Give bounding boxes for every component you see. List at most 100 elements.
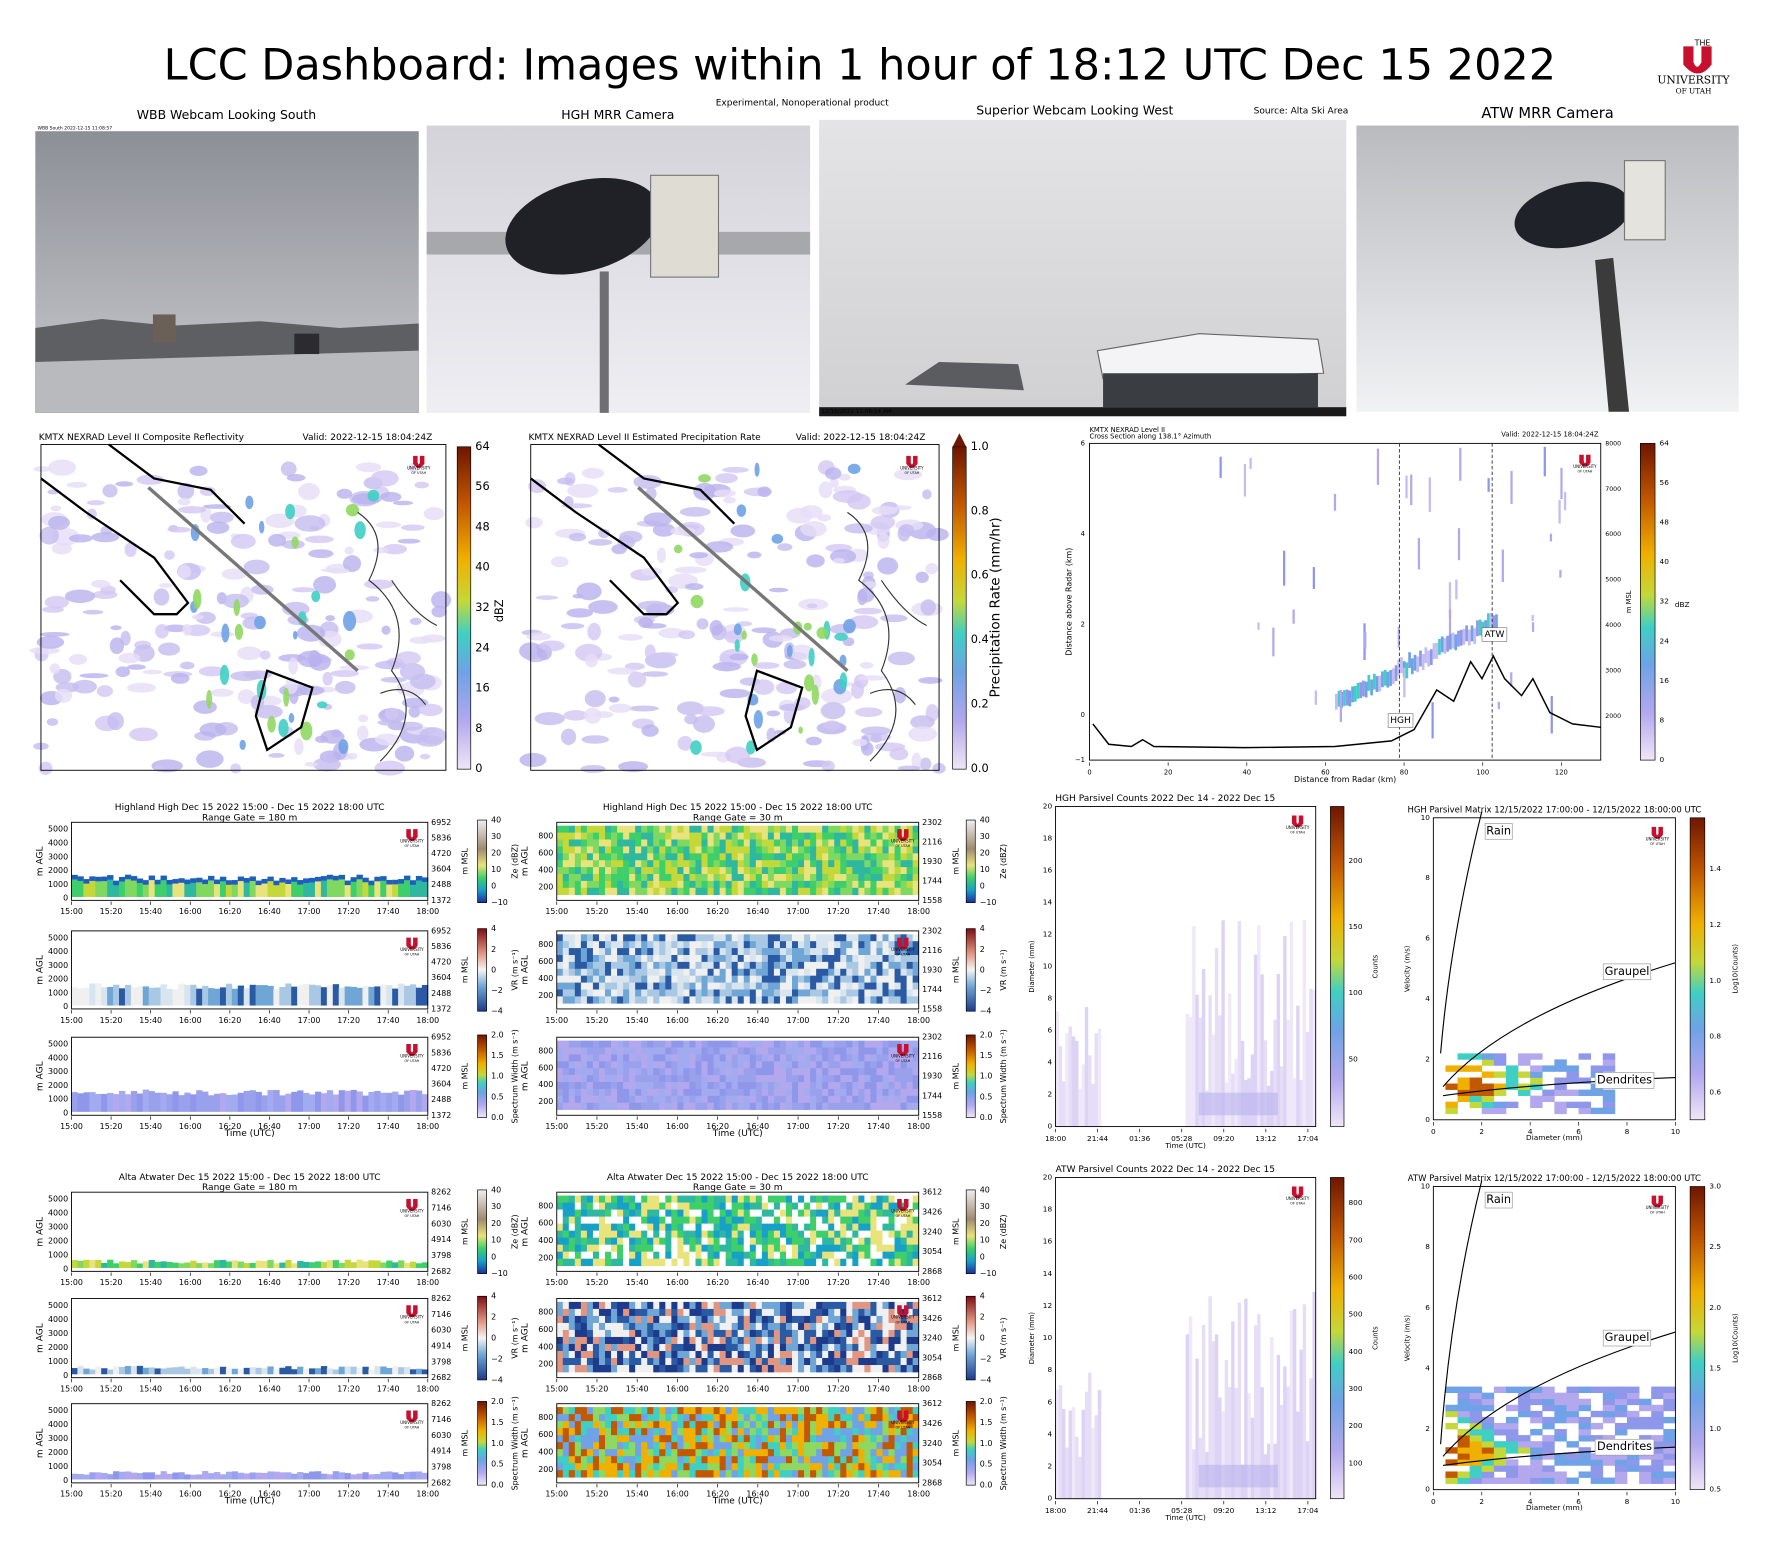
echo xyxy=(695,1308,702,1317)
echo xyxy=(179,661,195,670)
echo xyxy=(846,1350,853,1359)
echo xyxy=(870,996,877,1004)
echo xyxy=(605,1435,612,1443)
echo xyxy=(755,1442,763,1450)
echo xyxy=(894,961,901,970)
echo xyxy=(568,1365,576,1373)
echo xyxy=(586,996,594,1004)
echo xyxy=(779,1068,787,1076)
echo xyxy=(852,1082,859,1090)
echo xyxy=(912,1040,920,1048)
echo xyxy=(743,1449,751,1457)
echo xyxy=(635,1463,642,1471)
echo xyxy=(864,1209,871,1217)
echo xyxy=(184,984,191,1006)
echo xyxy=(695,1350,702,1359)
echo xyxy=(273,989,280,1006)
echo xyxy=(737,1421,745,1429)
echo xyxy=(350,1089,357,1112)
echo xyxy=(725,1075,733,1083)
echo xyxy=(629,874,636,882)
echo xyxy=(409,1261,417,1268)
echo xyxy=(900,1315,907,1324)
echo xyxy=(804,1237,811,1246)
echo xyxy=(617,1428,624,1436)
echo xyxy=(858,1082,865,1090)
echo xyxy=(671,832,678,840)
echo xyxy=(671,1357,678,1366)
echo xyxy=(611,1102,618,1110)
label: 16:40 xyxy=(746,1016,769,1025)
label: Source: Alta Ski Area xyxy=(1254,106,1349,116)
echo xyxy=(586,1442,594,1450)
echo xyxy=(755,867,763,875)
echo-top xyxy=(231,880,239,885)
echo xyxy=(1362,680,1365,697)
label: 4000 xyxy=(48,1209,68,1218)
echo xyxy=(659,860,666,868)
echo xyxy=(701,1329,708,1338)
echo xyxy=(1431,702,1434,739)
echo xyxy=(695,887,702,896)
echo xyxy=(617,941,624,949)
echo xyxy=(695,941,702,949)
echo xyxy=(707,1435,714,1443)
echo xyxy=(810,1040,817,1048)
echo xyxy=(617,1230,624,1238)
echo xyxy=(828,1329,835,1338)
label: 16:00 xyxy=(179,1122,202,1131)
echo xyxy=(653,846,660,854)
label: 6 xyxy=(1081,439,1085,447)
echo xyxy=(846,860,853,868)
logo-mark xyxy=(406,937,418,950)
echo xyxy=(912,832,920,840)
echo xyxy=(876,1061,883,1069)
echo xyxy=(731,1343,739,1352)
echo-core xyxy=(367,489,380,502)
label: 1372 xyxy=(431,896,451,905)
echo xyxy=(725,1088,733,1097)
echo xyxy=(713,880,720,889)
echo xyxy=(707,1244,714,1253)
label: 16:00 xyxy=(666,1016,689,1025)
echo xyxy=(574,996,582,1004)
label: UNIVERSITY xyxy=(400,1053,424,1058)
label: 600 xyxy=(538,957,553,966)
label: 200 xyxy=(538,991,553,1000)
echo xyxy=(677,839,684,847)
echo xyxy=(798,1195,805,1203)
echo xyxy=(876,1202,883,1210)
echo xyxy=(755,1449,763,1457)
echo xyxy=(574,1102,582,1110)
echo xyxy=(586,1470,594,1478)
echo xyxy=(840,1251,847,1260)
echo xyxy=(853,607,883,615)
echo xyxy=(822,1054,829,1062)
echo xyxy=(767,1047,775,1055)
label: 16:00 xyxy=(666,1384,689,1393)
echo xyxy=(671,1195,678,1203)
terrain-profile xyxy=(1092,654,1601,749)
label: 3000 xyxy=(48,1434,68,1443)
echo xyxy=(816,975,823,983)
mrr-row xyxy=(556,825,920,896)
echo xyxy=(870,1329,877,1338)
echo xyxy=(852,982,859,990)
echo xyxy=(701,1421,708,1429)
echo xyxy=(876,1209,883,1217)
echo xyxy=(852,954,859,963)
echo xyxy=(743,1251,751,1260)
echo xyxy=(124,1471,132,1480)
label: 1.0 xyxy=(971,440,989,453)
echo xyxy=(798,1244,805,1253)
echo-core xyxy=(816,627,828,639)
echo xyxy=(647,1336,654,1345)
echo xyxy=(816,1040,823,1048)
echo xyxy=(1345,689,1349,706)
echo xyxy=(773,832,781,840)
echo xyxy=(1558,500,1561,524)
echo xyxy=(713,489,736,498)
label: 17:20 xyxy=(337,907,360,916)
echo xyxy=(598,1322,606,1331)
echo xyxy=(623,825,630,833)
